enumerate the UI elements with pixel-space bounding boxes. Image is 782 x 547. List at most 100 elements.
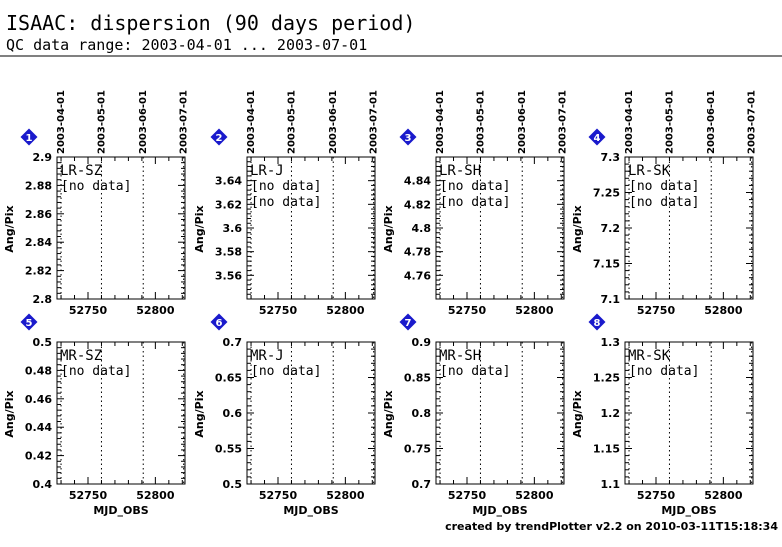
y-tick-label: 0.85 — [404, 372, 431, 385]
y-tick-label: 4.8 — [412, 222, 432, 235]
x-axis-title: MJD_OBS — [93, 504, 148, 517]
x-tick-label: 52750 — [259, 304, 298, 317]
badge-number: 3 — [405, 133, 412, 144]
date-label: 2003-05-01 — [96, 90, 107, 154]
date-label: 2003-06-01 — [706, 90, 717, 154]
y-tick-label: 1.3 — [601, 336, 621, 349]
no-data-label: [no data] — [440, 195, 510, 210]
date-label: 2003-04-01 — [246, 90, 257, 154]
badge-number: 4 — [594, 133, 601, 144]
badge-number: 6 — [216, 318, 223, 329]
x-axis-title: MJD_OBS — [661, 504, 716, 517]
no-data-label: [no data] — [440, 179, 510, 194]
y-tick-label: 2.84 — [25, 236, 52, 249]
no-data-label: [no data] — [629, 364, 699, 379]
panel-badge: 8 — [588, 313, 606, 331]
x-tick-label: 52800 — [136, 304, 175, 317]
y-tick-label: 4.82 — [404, 198, 431, 211]
x-tick-label: 52800 — [704, 489, 743, 502]
date-label: 2003-04-01 — [435, 90, 446, 154]
panel-name: LR-SZ — [60, 163, 102, 179]
panel-mr-sh: 52750 52800 0.7 0.75 0.8 0.85 0.9 Ang/Pix MJD_OB… — [382, 313, 565, 517]
y-tick-label: 4.76 — [404, 269, 431, 282]
panel-name: MR-SZ — [60, 348, 102, 364]
x-tick-label: 52750 — [637, 304, 676, 317]
y-tick-label: 3.64 — [215, 175, 242, 188]
y-tick-label: 2.8 — [33, 293, 53, 306]
date-label: 2003-05-01 — [475, 90, 486, 154]
x-tick-label: 52750 — [259, 489, 298, 502]
y-tick-label: 0.4 — [33, 478, 53, 491]
badge-number: 8 — [594, 318, 601, 329]
date-label: 2003-07-01 — [747, 90, 758, 154]
panel-badge: 2 — [210, 128, 228, 146]
panel-frame — [56, 341, 186, 485]
panel-mr-sz: 52750 52800 0.4 0.42 0.44 0.46 0.48 0.5 Ang/Pix M… — [3, 313, 186, 517]
date-label: 2003-07-01 — [558, 90, 569, 154]
y-tick-label: 3.62 — [215, 198, 242, 211]
y-axis-title: Ang/Pix — [193, 205, 206, 252]
y-tick-label: 0.55 — [215, 443, 242, 456]
panel-name: MR-SH — [439, 348, 481, 364]
x-tick-label: 52750 — [637, 489, 676, 502]
x-axis-title: MJD_OBS — [283, 504, 338, 517]
y-tick-label: 4.78 — [404, 246, 431, 259]
no-data-label: [no data] — [251, 195, 321, 210]
y-tick-label: 0.5 — [223, 478, 243, 491]
panel-name: MR-J — [250, 348, 284, 364]
panel-name: LR-SK — [628, 163, 671, 179]
x-tick-label: 52800 — [704, 304, 743, 317]
panel-name: LR-J — [250, 163, 284, 179]
x-tick-label: 52750 — [448, 304, 487, 317]
badge-number: 2 — [216, 133, 223, 144]
x-tick-label: 52800 — [515, 489, 554, 502]
no-data-label: [no data] — [440, 364, 510, 379]
x-tick-label: 52750 — [448, 489, 487, 502]
y-tick-label: 0.9 — [412, 336, 432, 349]
y-axis-title: Ang/Pix — [3, 205, 16, 252]
y-tick-label: 0.65 — [215, 372, 242, 385]
panel-badge: 7 — [399, 313, 417, 331]
date-label: 2003-04-01 — [624, 90, 635, 154]
panel-mr-sk: 52750 52800 1.1 1.15 1.2 1.25 1.3 Ang/Pix MJD_OB… — [571, 313, 754, 517]
date-label: 2003-06-01 — [328, 90, 339, 154]
y-tick-label: 7.3 — [601, 151, 621, 164]
badge-diamond — [588, 313, 606, 331]
date-label: 2003-07-01 — [179, 90, 190, 154]
no-data-label: [no data] — [629, 195, 699, 210]
page-title: ISAAC: dispersion (90 days period) — [6, 11, 415, 35]
y-axis-title: Ang/Pix — [571, 205, 584, 252]
badge-diamond — [588, 128, 606, 146]
y-tick-label: 7.2 — [601, 222, 621, 235]
date-label: 2003-07-01 — [369, 90, 380, 154]
y-tick-label: 0.7 — [223, 336, 243, 349]
y-tick-label: 3.56 — [215, 269, 242, 282]
x-tick-label: 52800 — [326, 304, 365, 317]
panel-badge: 5 — [20, 313, 38, 331]
y-tick-label: 0.42 — [25, 450, 52, 463]
y-tick-label: 1.2 — [601, 407, 621, 420]
badge-number: 7 — [405, 318, 412, 329]
badge-diamond — [399, 313, 417, 331]
x-tick-label: 52750 — [69, 304, 108, 317]
y-tick-label: 3.6 — [223, 222, 243, 235]
no-data-label: [no data] — [629, 179, 699, 194]
y-tick-label: 0.75 — [404, 443, 431, 456]
y-tick-label: 1.15 — [593, 443, 620, 456]
y-tick-label: 2.82 — [25, 265, 52, 278]
panel-name: LR-SH — [439, 163, 481, 179]
panel-lr-j: 52750 52800 3.56 3.58 3.6 3.62 3.64 Ang/Pix 2003… — [193, 90, 380, 317]
panel-lr-sz: 52750 52800 2.8 2.82 2.84 2.86 2.88 2.9 Ang/Pix 2… — [3, 90, 190, 317]
y-tick-label: 7.1 — [601, 293, 621, 306]
y-tick-label: 7.25 — [593, 187, 620, 200]
y-tick-label: 2.88 — [25, 179, 52, 192]
y-tick-label: 4.84 — [404, 175, 431, 188]
y-tick-label: 7.15 — [593, 258, 620, 271]
panel-lr-sk: 52750 52800 7.1 7.15 7.2 7.25 7.3 Ang/Pix 2003-0… — [571, 90, 758, 317]
y-tick-label: 0.8 — [412, 407, 432, 420]
x-axis-title: MJD_OBS — [472, 504, 527, 517]
y-axis-title: Ang/Pix — [382, 205, 395, 252]
x-tick-label: 52800 — [515, 304, 554, 317]
panel-lr-sh: 52750 52800 4.76 4.78 4.8 4.82 4.84 Ang/Pix 2003… — [382, 90, 569, 317]
panel-name: MR-SK — [628, 348, 671, 364]
